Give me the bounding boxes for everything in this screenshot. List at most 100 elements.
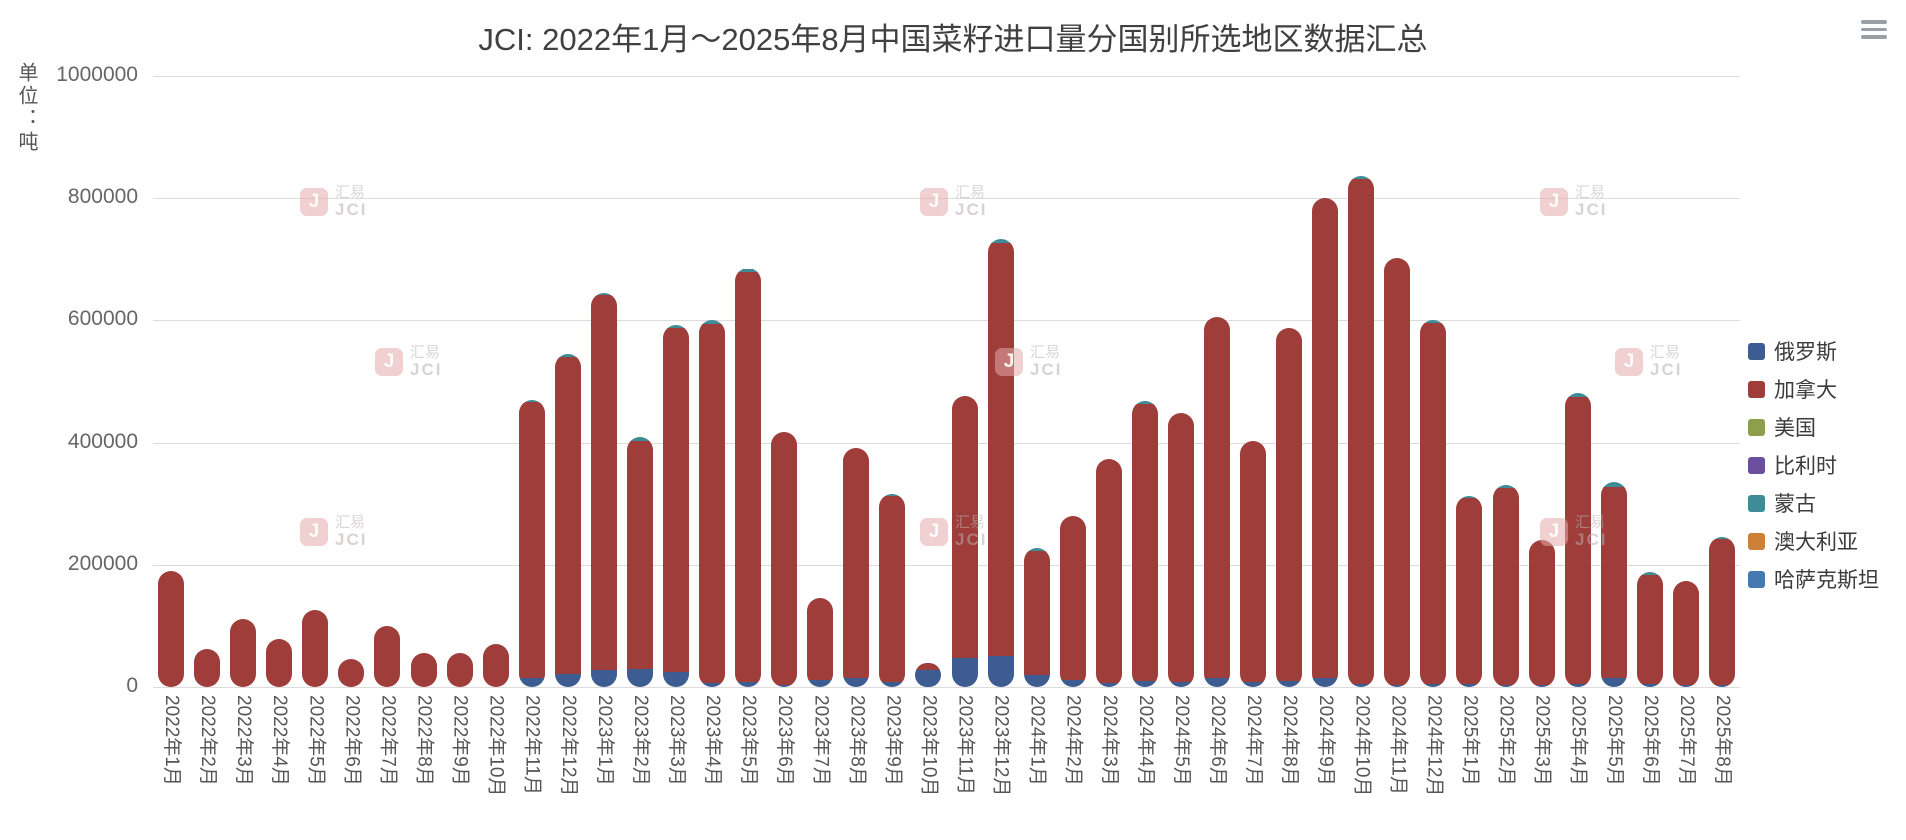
bar-2022年6月[interactable]	[338, 658, 365, 687]
x-axis-label: 2023年3月	[665, 695, 687, 786]
bar-2022年7月[interactable]	[374, 625, 401, 687]
bar-segment-加拿大	[158, 570, 185, 687]
bar-2023年6月[interactable]	[771, 431, 798, 687]
bar-2023年5月[interactable]	[735, 268, 762, 687]
bar-2024年6月[interactable]	[1204, 316, 1230, 687]
bar-2022年3月[interactable]	[230, 618, 257, 687]
bar-2023年9月[interactable]	[879, 493, 906, 687]
legend-item-蒙古[interactable]: 蒙古	[1748, 484, 1879, 522]
legend-item-美国[interactable]: 美国	[1748, 408, 1879, 446]
bar-2022年11月[interactable]	[518, 399, 545, 687]
bar-2023年4月[interactable]	[699, 320, 726, 687]
bar-segment-俄罗斯	[1708, 685, 1735, 687]
bar-segment-俄罗斯	[1456, 683, 1483, 687]
bar-segment-俄罗斯	[1600, 677, 1627, 687]
x-axis-label: 2022年7月	[377, 695, 399, 786]
bar-segment-加拿大	[1023, 550, 1050, 675]
bar-2023年11月[interactable]	[951, 396, 978, 687]
bar-2022年8月[interactable]	[410, 652, 437, 687]
bar-2024年7月[interactable]	[1240, 441, 1267, 687]
bar-segment-加拿大	[446, 652, 473, 687]
bar-2023年7月[interactable]	[807, 597, 834, 687]
bar-segment-加拿大	[302, 610, 329, 687]
x-axis-label: 2024年4月	[1134, 695, 1156, 786]
legend-item-澳大利亚[interactable]: 澳大利亚	[1748, 522, 1879, 560]
x-axis-label: 2023年4月	[702, 695, 724, 786]
bar-2022年10月[interactable]	[482, 644, 509, 687]
bar-2023年1月[interactable]	[590, 292, 617, 687]
gridline	[153, 320, 1740, 322]
bar-2024年8月[interactable]	[1276, 327, 1303, 687]
x-axis-label: 2023年10月	[918, 695, 940, 797]
x-axis-label: 2025年1月	[1459, 695, 1481, 786]
bar-2023年10月[interactable]	[915, 662, 942, 687]
legend-swatch-icon	[1748, 532, 1765, 550]
bar-2023年12月[interactable]	[987, 238, 1014, 687]
x-axis-label: 2025年8月	[1711, 695, 1733, 786]
bar-2022年12月[interactable]	[554, 354, 581, 687]
bar-segment-加拿大	[1204, 316, 1230, 678]
hamburger-menu-icon[interactable]	[1858, 14, 1890, 42]
legend-item-比利时[interactable]: 比利时	[1748, 446, 1879, 484]
bar-2024年10月[interactable]	[1348, 176, 1375, 687]
x-axis-label: 2023年11月	[954, 695, 976, 795]
bar-segment-蒙古	[735, 268, 762, 272]
legend-item-哈萨克斯坦[interactable]: 哈萨克斯坦	[1748, 560, 1879, 598]
bar-2022年5月[interactable]	[302, 610, 329, 687]
bar-2025年4月[interactable]	[1564, 392, 1591, 687]
bar-2022年2月[interactable]	[194, 649, 221, 687]
bar-segment-加拿大	[626, 441, 653, 669]
bar-segment-加拿大	[374, 625, 401, 687]
x-axis-label: 2024年1月	[1026, 695, 1048, 786]
x-axis-label: 2025年5月	[1603, 695, 1625, 786]
bar-2024年4月[interactable]	[1131, 401, 1158, 687]
bar-2024年2月[interactable]	[1059, 515, 1086, 687]
bar-segment-俄罗斯	[1564, 683, 1591, 687]
legend-item-俄罗斯[interactable]: 俄罗斯	[1748, 332, 1879, 370]
legend-swatch-icon	[1748, 456, 1765, 474]
bar-segment-加拿大	[1059, 515, 1086, 680]
bar-segment-俄罗斯	[1672, 685, 1699, 687]
bar-2025年3月[interactable]	[1528, 540, 1555, 687]
bar-2022年4月[interactable]	[266, 639, 293, 687]
legend-label: 哈萨克斯坦	[1774, 569, 1879, 592]
bar-2024年1月[interactable]	[1023, 547, 1050, 687]
bar-2025年5月[interactable]	[1600, 481, 1627, 687]
x-axis-label: 2022年8月	[413, 695, 435, 786]
bar-2023年8月[interactable]	[843, 447, 870, 687]
x-axis-label: 2025年2月	[1495, 695, 1517, 786]
bar-segment-加拿大	[266, 639, 293, 687]
bar-2022年9月[interactable]	[446, 652, 473, 687]
bar-2024年12月[interactable]	[1420, 320, 1447, 687]
bar-2023年3月[interactable]	[662, 325, 689, 687]
x-axis-label: 2024年9月	[1315, 695, 1337, 786]
bar-segment-加拿大	[735, 271, 762, 683]
bar-segment-加拿大	[482, 644, 509, 687]
legend-label: 加拿大	[1774, 379, 1837, 402]
bar-2024年3月[interactable]	[1095, 458, 1122, 687]
bar-2024年11月[interactable]	[1384, 258, 1411, 687]
gridline	[153, 442, 1740, 444]
bar-segment-蒙古	[1564, 392, 1591, 398]
x-axis-label: 2025年6月	[1639, 695, 1661, 786]
x-axis-label: 2022年1月	[161, 695, 183, 786]
bar-2025年2月[interactable]	[1492, 485, 1519, 687]
bar-2025年6月[interactable]	[1636, 572, 1663, 687]
bar-2025年7月[interactable]	[1672, 580, 1699, 687]
x-axis-label: 2023年1月	[593, 695, 615, 786]
bar-2022年1月[interactable]	[158, 570, 185, 687]
gridline	[153, 687, 1740, 688]
bar-2024年9月[interactable]	[1312, 198, 1339, 687]
bar-2025年8月[interactable]	[1708, 536, 1735, 687]
bar-segment-加拿大	[1600, 486, 1627, 678]
x-axis-label: 2024年10月	[1351, 695, 1373, 797]
bar-segment-俄罗斯	[843, 677, 870, 687]
bar-2023年2月[interactable]	[626, 436, 653, 687]
legend-item-加拿大[interactable]: 加拿大	[1748, 370, 1879, 408]
bar-segment-加拿大	[879, 495, 906, 683]
bar-segment-俄罗斯	[1528, 685, 1555, 687]
bar-segment-加拿大	[338, 658, 365, 687]
bar-2024年5月[interactable]	[1167, 413, 1194, 687]
bar-segment-俄罗斯	[879, 682, 906, 687]
bar-2025年1月[interactable]	[1456, 496, 1483, 687]
